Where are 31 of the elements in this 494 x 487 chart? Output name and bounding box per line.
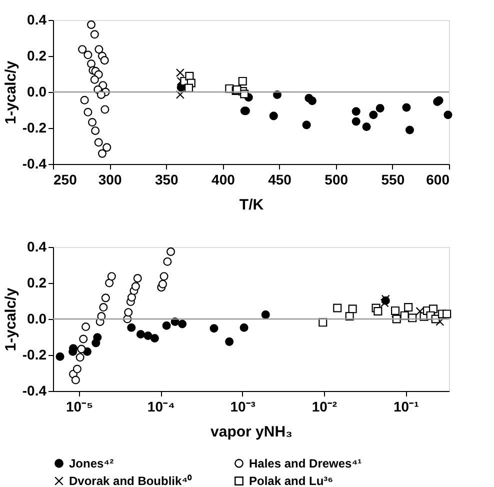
legend-label: Dvorak and Boublik⁴⁰ [69,474,193,487]
y-tick-label: 0.4 [27,12,47,28]
x-tick-label: 250 [54,172,78,188]
y-tick-label: 0.2 [27,48,47,64]
y-tick-label: -0.4 [22,156,47,172]
x-tick-label: 10⁻¹ [393,398,420,414]
x-tick-label: 500 [324,172,348,188]
legend-label: Polak and Lu³⁶ [249,474,334,487]
y-tick-label: -0.2 [22,346,47,362]
y-tick-label: 0.0 [27,84,47,100]
x-tick-label: 10⁻⁴ [147,398,175,414]
x-tick-label: 450 [268,172,292,188]
y-tick-label: -0.4 [22,382,47,398]
x-tick-label: 350 [154,172,179,188]
x-tick-label: 600 [426,172,450,188]
y-tick-label: 0.2 [27,274,47,290]
x-tick-label: 10⁻² [312,398,338,414]
x-axis-title: vapor yNH₃ [210,424,293,440]
y-axis-title: 1-ycalc/y [2,287,20,352]
legend-label: Hales and Drewes⁴¹ [249,456,362,470]
legend-label: Jones⁴² [69,456,114,470]
x-axis-title: T/K [239,196,264,214]
y-tick-label: 0.0 [27,310,47,326]
x-tick-label: 10⁻⁵ [66,398,94,414]
y-tick-label: -0.2 [22,120,47,136]
y-tick-label: 0.4 [27,238,47,254]
y-axis-title: 1-ycalc/y [2,60,20,124]
x-tick-label: 10⁻³ [230,398,256,414]
x-tick-label: 300 [98,172,122,188]
x-tick-label: 400 [212,172,236,188]
x-tick-label: 550 [381,172,405,188]
